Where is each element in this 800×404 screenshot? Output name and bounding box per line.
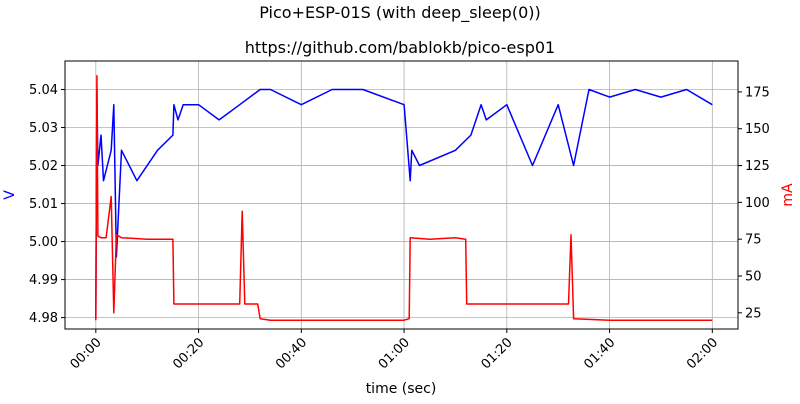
y-left-tick-label: 5.03	[29, 121, 58, 136]
y-right-tick-label: 25	[745, 306, 762, 321]
y-axis-right-label: mA	[780, 183, 796, 207]
y-left-tick-label: 5.02	[29, 159, 58, 174]
y-left-tick-label: 4.99	[29, 273, 58, 288]
y-left-tick-label: 5.00	[29, 235, 58, 250]
y-left-tick-label: 5.01	[29, 197, 58, 212]
y-right-tick-label: 100	[745, 196, 770, 211]
chart-subtitle: https://github.com/bablokb/pico-esp01	[245, 38, 555, 57]
series-line-v	[95, 88, 713, 318]
y-right-tick-label: 150	[745, 122, 770, 137]
y-right-tick-label: 175	[745, 85, 770, 100]
x-axis-label: time (sec)	[366, 381, 437, 397]
y-right-tick-label: 125	[745, 159, 770, 174]
grid	[65, 61, 738, 329]
y-left-tick-label: 5.04	[29, 83, 58, 98]
y-left-tick-label: 4.98	[29, 311, 58, 326]
series-layer	[95, 74, 713, 321]
y-axis-left-label: V	[2, 190, 18, 200]
plot-frame	[64, 60, 739, 330]
series-line-ma	[95, 74, 713, 321]
y-right-tick-label: 75	[745, 233, 762, 248]
y-right-tick-label: 50	[745, 269, 762, 284]
y-axis-left: 4.98 4.99 5.00 5.01 5.02 5.03 5.04	[29, 83, 65, 326]
y-axis-right: 25 50 75 100 125 150 175	[738, 85, 770, 321]
chart-title: Pico+ESP-01S (with deep_sleep(0))	[259, 3, 540, 23]
